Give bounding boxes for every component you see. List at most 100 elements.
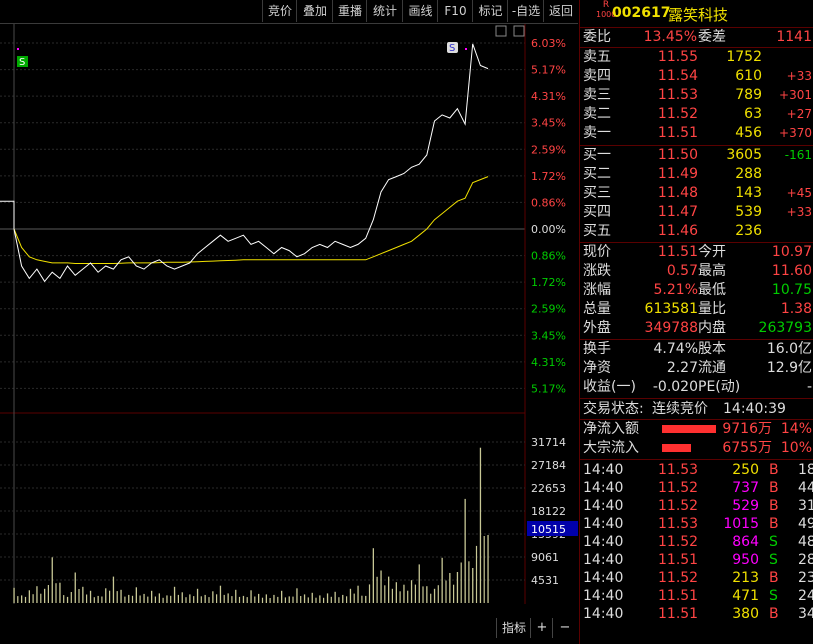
- volume-bar: [254, 596, 256, 603]
- volume-bar: [372, 548, 374, 603]
- tick-time: 14:40: [583, 534, 624, 550]
- volume-bar: [330, 596, 332, 603]
- toolbar-button-5[interactable]: F10: [437, 0, 473, 22]
- volume-bar: [323, 597, 325, 603]
- flow-bar: [662, 444, 691, 452]
- zoom-in-button[interactable]: +: [530, 618, 553, 638]
- volume-bar: [464, 498, 466, 603]
- ask-change: +27: [786, 107, 812, 121]
- tick-volume: 380: [732, 606, 759, 622]
- volume-bar: [59, 582, 61, 603]
- price-tick-label: 6.03%: [531, 37, 566, 50]
- volume-bar: [120, 589, 122, 603]
- volume-bar: [151, 590, 153, 603]
- toolbar-button-6[interactable]: 标记: [472, 0, 508, 22]
- price-tick-label: 3.45%: [531, 329, 566, 342]
- intraday-chart[interactable]: 6.03% 5.17% 4.31% 3.45% 2.59% 1.72% 0.86% 0.00%…: [0, 24, 578, 615]
- price-tick-label: 5.17%: [531, 64, 566, 77]
- quote-value: 10.97: [771, 244, 812, 260]
- quote-value: 1.38: [780, 301, 812, 317]
- fundamental-row: 净资 2.27 流通 12.9亿: [580, 359, 813, 378]
- volume-bar: [147, 596, 149, 603]
- volume-bar: [166, 595, 168, 603]
- separator: [580, 242, 813, 243]
- tick-side: B: [769, 462, 779, 478]
- flow-label: 净流入额: [583, 421, 639, 437]
- bid-price: 11.46: [657, 223, 698, 239]
- volume-bar: [479, 447, 482, 603]
- volume-bar: [21, 595, 23, 603]
- badge-top: R: [602, 0, 610, 10]
- quote-label: 总量: [583, 301, 611, 317]
- ask-volume: 63: [744, 106, 762, 122]
- ask-price: 11.54: [657, 68, 698, 84]
- volume-bar: [418, 564, 420, 603]
- volume-tick-label: 27184: [531, 459, 566, 472]
- fund-value: 4.74%: [653, 341, 698, 357]
- volume-bar: [185, 597, 187, 603]
- volume-bar: [66, 596, 69, 603]
- ask-change: +370: [779, 126, 812, 140]
- tick-count: 44: [798, 480, 813, 496]
- bid-volume: 539: [735, 204, 762, 220]
- volume-bar: [326, 593, 329, 603]
- volume-bar: [430, 593, 432, 603]
- ratio-value: 13.45%: [643, 29, 697, 45]
- ask-row: 卖三 11.53 789 +301: [580, 86, 813, 105]
- separator: [580, 145, 813, 146]
- bid-label: 买二: [583, 166, 611, 182]
- tick-count: 49: [798, 516, 813, 532]
- volume-tick-label: 18122: [531, 505, 566, 518]
- volume-bar: [238, 596, 241, 603]
- volume-bar: [407, 590, 409, 603]
- volume-tick-label: 31714: [531, 436, 566, 449]
- fund-label: PE(动): [698, 379, 741, 395]
- toolbar-button-4[interactable]: 画线: [402, 0, 438, 22]
- volume-bar: [376, 576, 378, 603]
- bid-price: 11.48: [657, 185, 698, 201]
- toolbar-button-3[interactable]: 统计: [366, 0, 403, 22]
- tick-row: 14:40 11.52 213 B 23: [580, 569, 813, 588]
- fund-value: -: [806, 379, 812, 395]
- volume-bar: [139, 595, 141, 603]
- tick-count: 48: [798, 534, 813, 550]
- toolbar-button-0[interactable]: 竞价: [262, 0, 297, 22]
- toolbar-button-8[interactable]: 返回: [543, 0, 578, 22]
- volume-bar: [89, 590, 92, 603]
- volume-bar: [269, 598, 271, 603]
- indicator-button[interactable]: 指标: [496, 618, 531, 638]
- volume-bar: [273, 594, 275, 603]
- tick-price: 11.53: [658, 462, 699, 478]
- toolbar-button-2[interactable]: 重播: [332, 0, 367, 22]
- volume-bar: [445, 580, 447, 603]
- toolbar-button-7[interactable]: -自选: [507, 0, 544, 22]
- tick-time: 14:40: [583, 498, 624, 514]
- flow-row: 大宗流入 6755万 10%: [580, 439, 813, 458]
- quote-value: 0.57: [666, 263, 698, 279]
- volume-bar: [261, 597, 264, 603]
- volume-bar: [93, 597, 95, 603]
- quote-row: 涨跌 0.57 最高 11.60: [580, 262, 813, 281]
- ask-row: 卖五 11.55 1752: [580, 48, 813, 67]
- fund-label: 流通: [698, 360, 726, 376]
- volume-bar: [231, 596, 233, 603]
- stock-header: R 1000 002617 露笑科技: [580, 0, 813, 27]
- chart-canvas: 6.03% 5.17% 4.31% 3.45% 2.59% 1.72% 0.86% 0.00%…: [0, 24, 578, 615]
- price-tick-label: 1.72%: [531, 170, 566, 183]
- bid-change: +45: [786, 186, 812, 200]
- volume-bar: [212, 591, 214, 603]
- toolbar-button-1[interactable]: 叠加: [296, 0, 333, 22]
- volume-bar: [24, 596, 27, 603]
- volume-bar: [216, 594, 218, 603]
- volume-bar: [487, 535, 489, 603]
- volume-bar: [170, 595, 172, 603]
- quote-row: 外盘 349788 内盘 263793: [580, 319, 813, 338]
- volume-bar: [128, 594, 130, 603]
- fund-label: 股本: [698, 341, 726, 357]
- volume-bar: [105, 588, 107, 603]
- zoom-out-button[interactable]: −: [552, 618, 577, 638]
- volume-bar: [368, 584, 371, 603]
- quote-label: 现价: [583, 244, 611, 260]
- tick-side: S: [769, 552, 778, 568]
- price-tick-label: 5.17%: [531, 382, 566, 395]
